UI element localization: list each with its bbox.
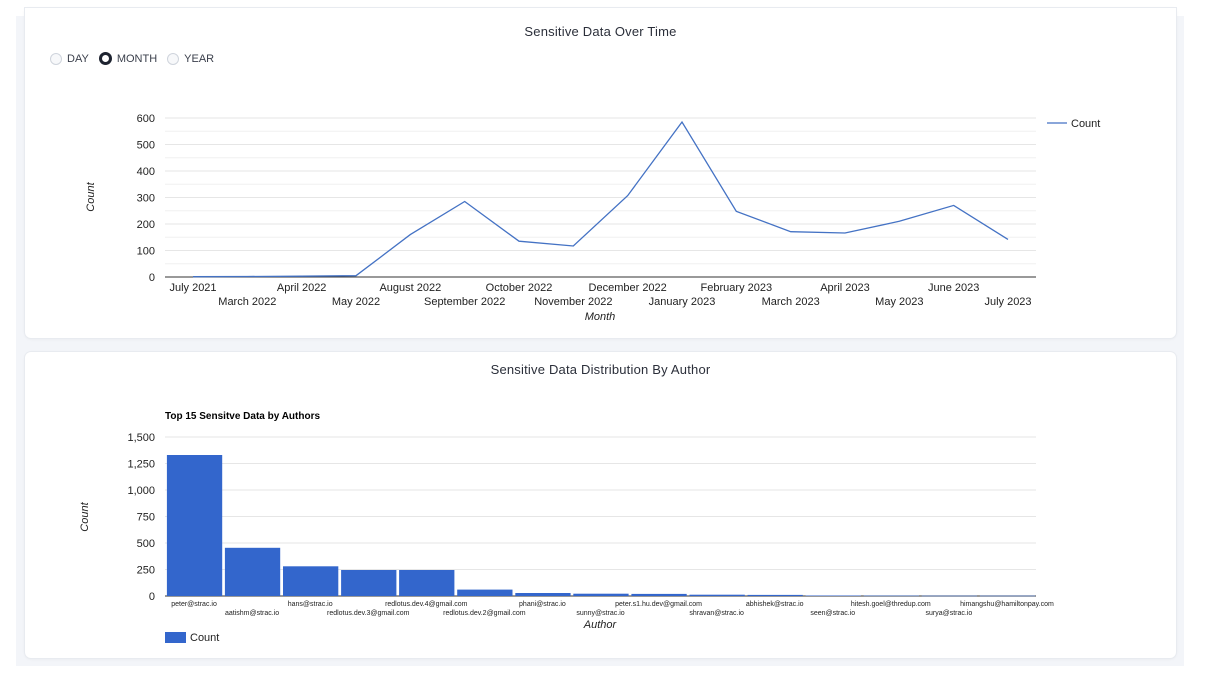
bar-phani-strac-io — [515, 593, 571, 596]
y-tick-label: 1,250 — [127, 459, 155, 471]
y-tick-label: 0 — [149, 591, 155, 603]
x-tick-label: seen@strac.io — [810, 610, 855, 617]
radio-year-label: YEAR — [184, 52, 215, 65]
y-tick-label: 300 — [137, 193, 155, 205]
y-tick-label: 1,000 — [127, 485, 155, 497]
y-tick-label: 500 — [137, 140, 155, 152]
bar-seen-strac-io — [805, 595, 861, 596]
bar-redlotus-dev-3-gmail-com — [341, 570, 397, 596]
bar-hans-strac-io — [283, 566, 339, 596]
bar-abhishek-strac-io — [747, 594, 803, 596]
x-tick-label: July 2021 — [169, 282, 216, 294]
radio-month-label: MONTH — [116, 52, 158, 65]
granularity-radio-group: DAY MONTH YEAR — [50, 52, 224, 65]
series-line-count — [192, 120, 1009, 278]
bar-himangshu-hamiltonpay-com — [979, 595, 1036, 597]
x-tick-label: redlotus.dev.2@gmail.com — [443, 610, 526, 617]
bar-sunny-strac-io — [573, 593, 629, 596]
bar-redlotus-dev-2-gmail-com — [457, 589, 513, 596]
y-tick-label: 100 — [137, 246, 155, 258]
legend-label-count: Count — [190, 632, 219, 644]
x-tick-label: abhishek@strac.io — [746, 601, 804, 608]
bar-peter-strac-io — [166, 455, 223, 596]
bar-hitesh-goel-thredup-com — [863, 595, 919, 597]
y-tick-label: 400 — [137, 166, 155, 178]
x-tick-label: April 2023 — [820, 282, 870, 294]
line-chart-card: Sensitive Data Over Time DAY MONTH YEAR — [25, 8, 1176, 338]
x-tick-label: redlotus.dev.3@gmail.com — [327, 610, 410, 617]
bar-surya-strac-io — [921, 595, 977, 597]
x-tick-label: July 2023 — [984, 296, 1031, 308]
x-tick-label: shravan@strac.io — [689, 610, 744, 617]
x-tick-label: himangshu@hamiltonpay.com — [960, 601, 1054, 608]
x-tick-label: February 2023 — [701, 282, 773, 294]
x-tick-label: surya@strac.io — [926, 610, 973, 617]
x-tick-label: sunny@strac.io — [576, 610, 624, 617]
radio-year[interactable]: YEAR — [167, 52, 215, 65]
bar-redlotus-dev-4-gmail-com — [399, 570, 455, 596]
x-tick-label: June 2023 — [928, 282, 979, 294]
y-tick-label: 750 — [137, 512, 155, 524]
radio-year-indicator[interactable] — [167, 52, 180, 65]
y-tick-label: 200 — [137, 219, 155, 231]
x-tick-label: aatishm@strac.io — [225, 610, 279, 617]
radio-month-indicator[interactable] — [98, 52, 112, 65]
radio-day[interactable]: DAY — [50, 52, 89, 65]
x-tick-label: March 2022 — [218, 296, 276, 308]
x-tick-label: hans@strac.io — [288, 601, 333, 608]
x-tick-label: April 2022 — [277, 282, 327, 294]
x-tick-label: October 2022 — [486, 282, 553, 294]
x-tick-label: March 2023 — [762, 296, 820, 308]
x-tick-label: May 2022 — [332, 296, 380, 308]
bar-peter-s1-hu-dev-gmail-com — [631, 593, 687, 596]
legend-label-count: Count — [1071, 118, 1100, 130]
radio-month[interactable]: MONTH — [98, 52, 158, 65]
x-tick-label: May 2023 — [875, 296, 923, 308]
y-tick-label: 250 — [137, 565, 155, 577]
legend-swatch-count — [165, 632, 186, 643]
y-tick-label: 0 — [149, 272, 155, 284]
x-tick-label: hitesh.goel@thredup.com — [851, 601, 931, 608]
x-tick-label: peter@strac.io — [171, 601, 217, 608]
x-tick-label: peter.s1.hu.dev@gmail.com — [615, 601, 702, 608]
x-tick-label: December 2022 — [589, 282, 667, 294]
x-tick-label: January 2023 — [649, 296, 716, 308]
bar-chart-title: Top 15 Sensitve Data by Authors — [165, 411, 320, 422]
x-tick-label: phani@strac.io — [519, 601, 566, 608]
bar-card-title: Sensitive Data Distribution By Author — [490, 362, 711, 377]
y-axis-title: Count — [85, 181, 97, 211]
bar-aatishm-strac-io — [224, 547, 281, 596]
radio-day-label: DAY — [67, 52, 89, 65]
radio-day-indicator[interactable] — [50, 52, 62, 65]
x-axis-title: Month — [585, 311, 616, 323]
y-tick-label: 600 — [137, 113, 155, 125]
line-card-title: Sensitive Data Over Time — [524, 24, 677, 39]
y-axis-title: Count — [79, 501, 91, 531]
x-tick-label: August 2022 — [379, 282, 441, 294]
x-tick-label: redlotus.dev.4@gmail.com — [385, 601, 468, 608]
x-axis-title: Author — [583, 619, 618, 631]
x-tick-label: September 2022 — [424, 296, 505, 308]
bar-shravan-strac-io — [689, 594, 745, 596]
x-tick-label: November 2022 — [534, 296, 612, 308]
y-tick-label: 500 — [137, 538, 155, 550]
y-tick-label: 1,500 — [127, 432, 155, 444]
